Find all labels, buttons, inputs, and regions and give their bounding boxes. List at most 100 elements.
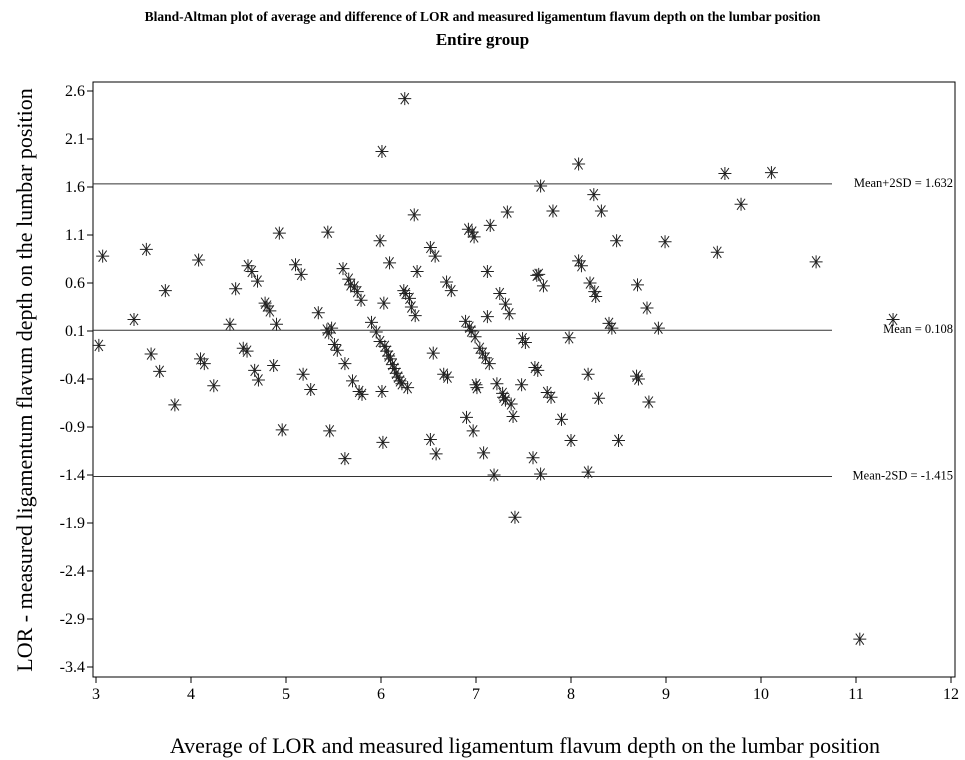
data-point <box>342 272 356 286</box>
data-point <box>460 410 473 424</box>
data-point <box>127 312 141 326</box>
data-point <box>530 268 544 282</box>
y-tick-label: 0.6 <box>65 275 85 292</box>
data-point <box>536 279 550 293</box>
data-point <box>528 360 542 374</box>
data-point <box>467 230 481 244</box>
data-point <box>581 465 595 479</box>
x-axis: 3 4 5 6 7 8 9 10 11 12 <box>92 677 959 703</box>
data-point <box>92 338 106 352</box>
data-point <box>581 367 595 381</box>
data-point <box>323 424 337 438</box>
data-point <box>369 325 383 339</box>
data-point <box>354 293 368 307</box>
x-tick-label: 10 <box>753 686 769 703</box>
data-point <box>631 278 644 292</box>
y-tick-label: -0.9 <box>60 419 85 436</box>
data-point <box>377 296 391 310</box>
data-point <box>267 359 281 373</box>
x-axis-title: Average of LOR and measured ligamentum f… <box>170 733 880 758</box>
data-point <box>429 447 443 461</box>
data-point <box>441 370 454 384</box>
data-point <box>384 352 397 366</box>
data-point <box>482 357 496 371</box>
data-point <box>612 433 625 447</box>
data-point <box>378 339 392 353</box>
y-tick-label: -0.4 <box>60 371 85 388</box>
data-point <box>404 300 418 314</box>
data-point <box>380 344 394 358</box>
data-point <box>594 204 608 218</box>
data-point <box>192 253 206 267</box>
data-point <box>546 204 560 218</box>
data-point <box>459 314 473 328</box>
data-point <box>376 435 390 449</box>
data-point <box>373 335 387 349</box>
data-point <box>589 289 603 303</box>
reference-lines: Mean+2SD = 1.632 Mean = 0.108 Mean-2SD = -… <box>93 176 953 482</box>
data-point <box>506 409 520 423</box>
data-point <box>365 315 378 329</box>
chart-title: Bland-Altman plot of average and differe… <box>144 9 821 24</box>
data-markers <box>92 92 900 646</box>
data-point <box>534 179 548 193</box>
data-point <box>610 234 624 248</box>
data-point <box>240 344 254 358</box>
data-point <box>327 337 341 351</box>
data-point <box>410 264 424 278</box>
data-point <box>469 378 483 392</box>
data-point <box>562 331 576 345</box>
x-tick-label: 11 <box>848 686 863 703</box>
data-point <box>886 312 900 326</box>
data-point <box>437 367 451 381</box>
data-point <box>572 254 586 268</box>
x-tick-label: 4 <box>187 686 195 703</box>
data-point <box>241 259 255 273</box>
data-point <box>493 287 507 301</box>
data-point <box>158 284 172 298</box>
data-point <box>496 386 510 400</box>
data-point <box>564 433 578 447</box>
data-point <box>480 264 494 278</box>
plot-frame <box>92 81 956 678</box>
data-point <box>515 378 529 392</box>
data-point <box>718 167 732 181</box>
data-point <box>588 285 602 299</box>
y-tick-label: 0.1 <box>65 323 85 340</box>
data-point <box>651 321 665 335</box>
data-point <box>498 393 512 407</box>
data-point <box>464 324 478 338</box>
data-point <box>355 387 369 401</box>
data-point <box>395 377 409 391</box>
data-point <box>330 343 344 357</box>
data-point <box>532 267 546 281</box>
y-axis: 2.6 2.1 1.6 1.1 0.6 0.1 -0.4 -0.9 -1.4 -1.9 -2.4 -2… <box>60 83 93 676</box>
data-point <box>734 197 748 211</box>
data-point <box>207 379 221 393</box>
data-point <box>809 255 823 269</box>
data-point <box>462 320 476 334</box>
data-point <box>251 373 265 387</box>
data-point <box>153 364 167 378</box>
data-point <box>476 346 490 360</box>
data-point <box>350 285 364 299</box>
data-point <box>144 347 158 361</box>
data-point <box>352 384 366 398</box>
y-tick-label: 1.1 <box>65 227 85 244</box>
data-point <box>461 222 475 236</box>
data-point <box>338 357 352 371</box>
x-tick-label: 5 <box>282 686 290 703</box>
data-point <box>272 226 286 240</box>
data-point <box>764 166 778 180</box>
data-point <box>248 363 262 377</box>
data-point <box>251 274 264 288</box>
data-point <box>260 299 274 313</box>
data-point <box>710 245 724 259</box>
data-point <box>444 284 458 298</box>
chart-subtitle: Entire group <box>435 30 530 49</box>
data-point <box>270 317 283 331</box>
data-point <box>296 367 310 381</box>
data-point <box>640 301 654 315</box>
data-point <box>508 510 522 524</box>
